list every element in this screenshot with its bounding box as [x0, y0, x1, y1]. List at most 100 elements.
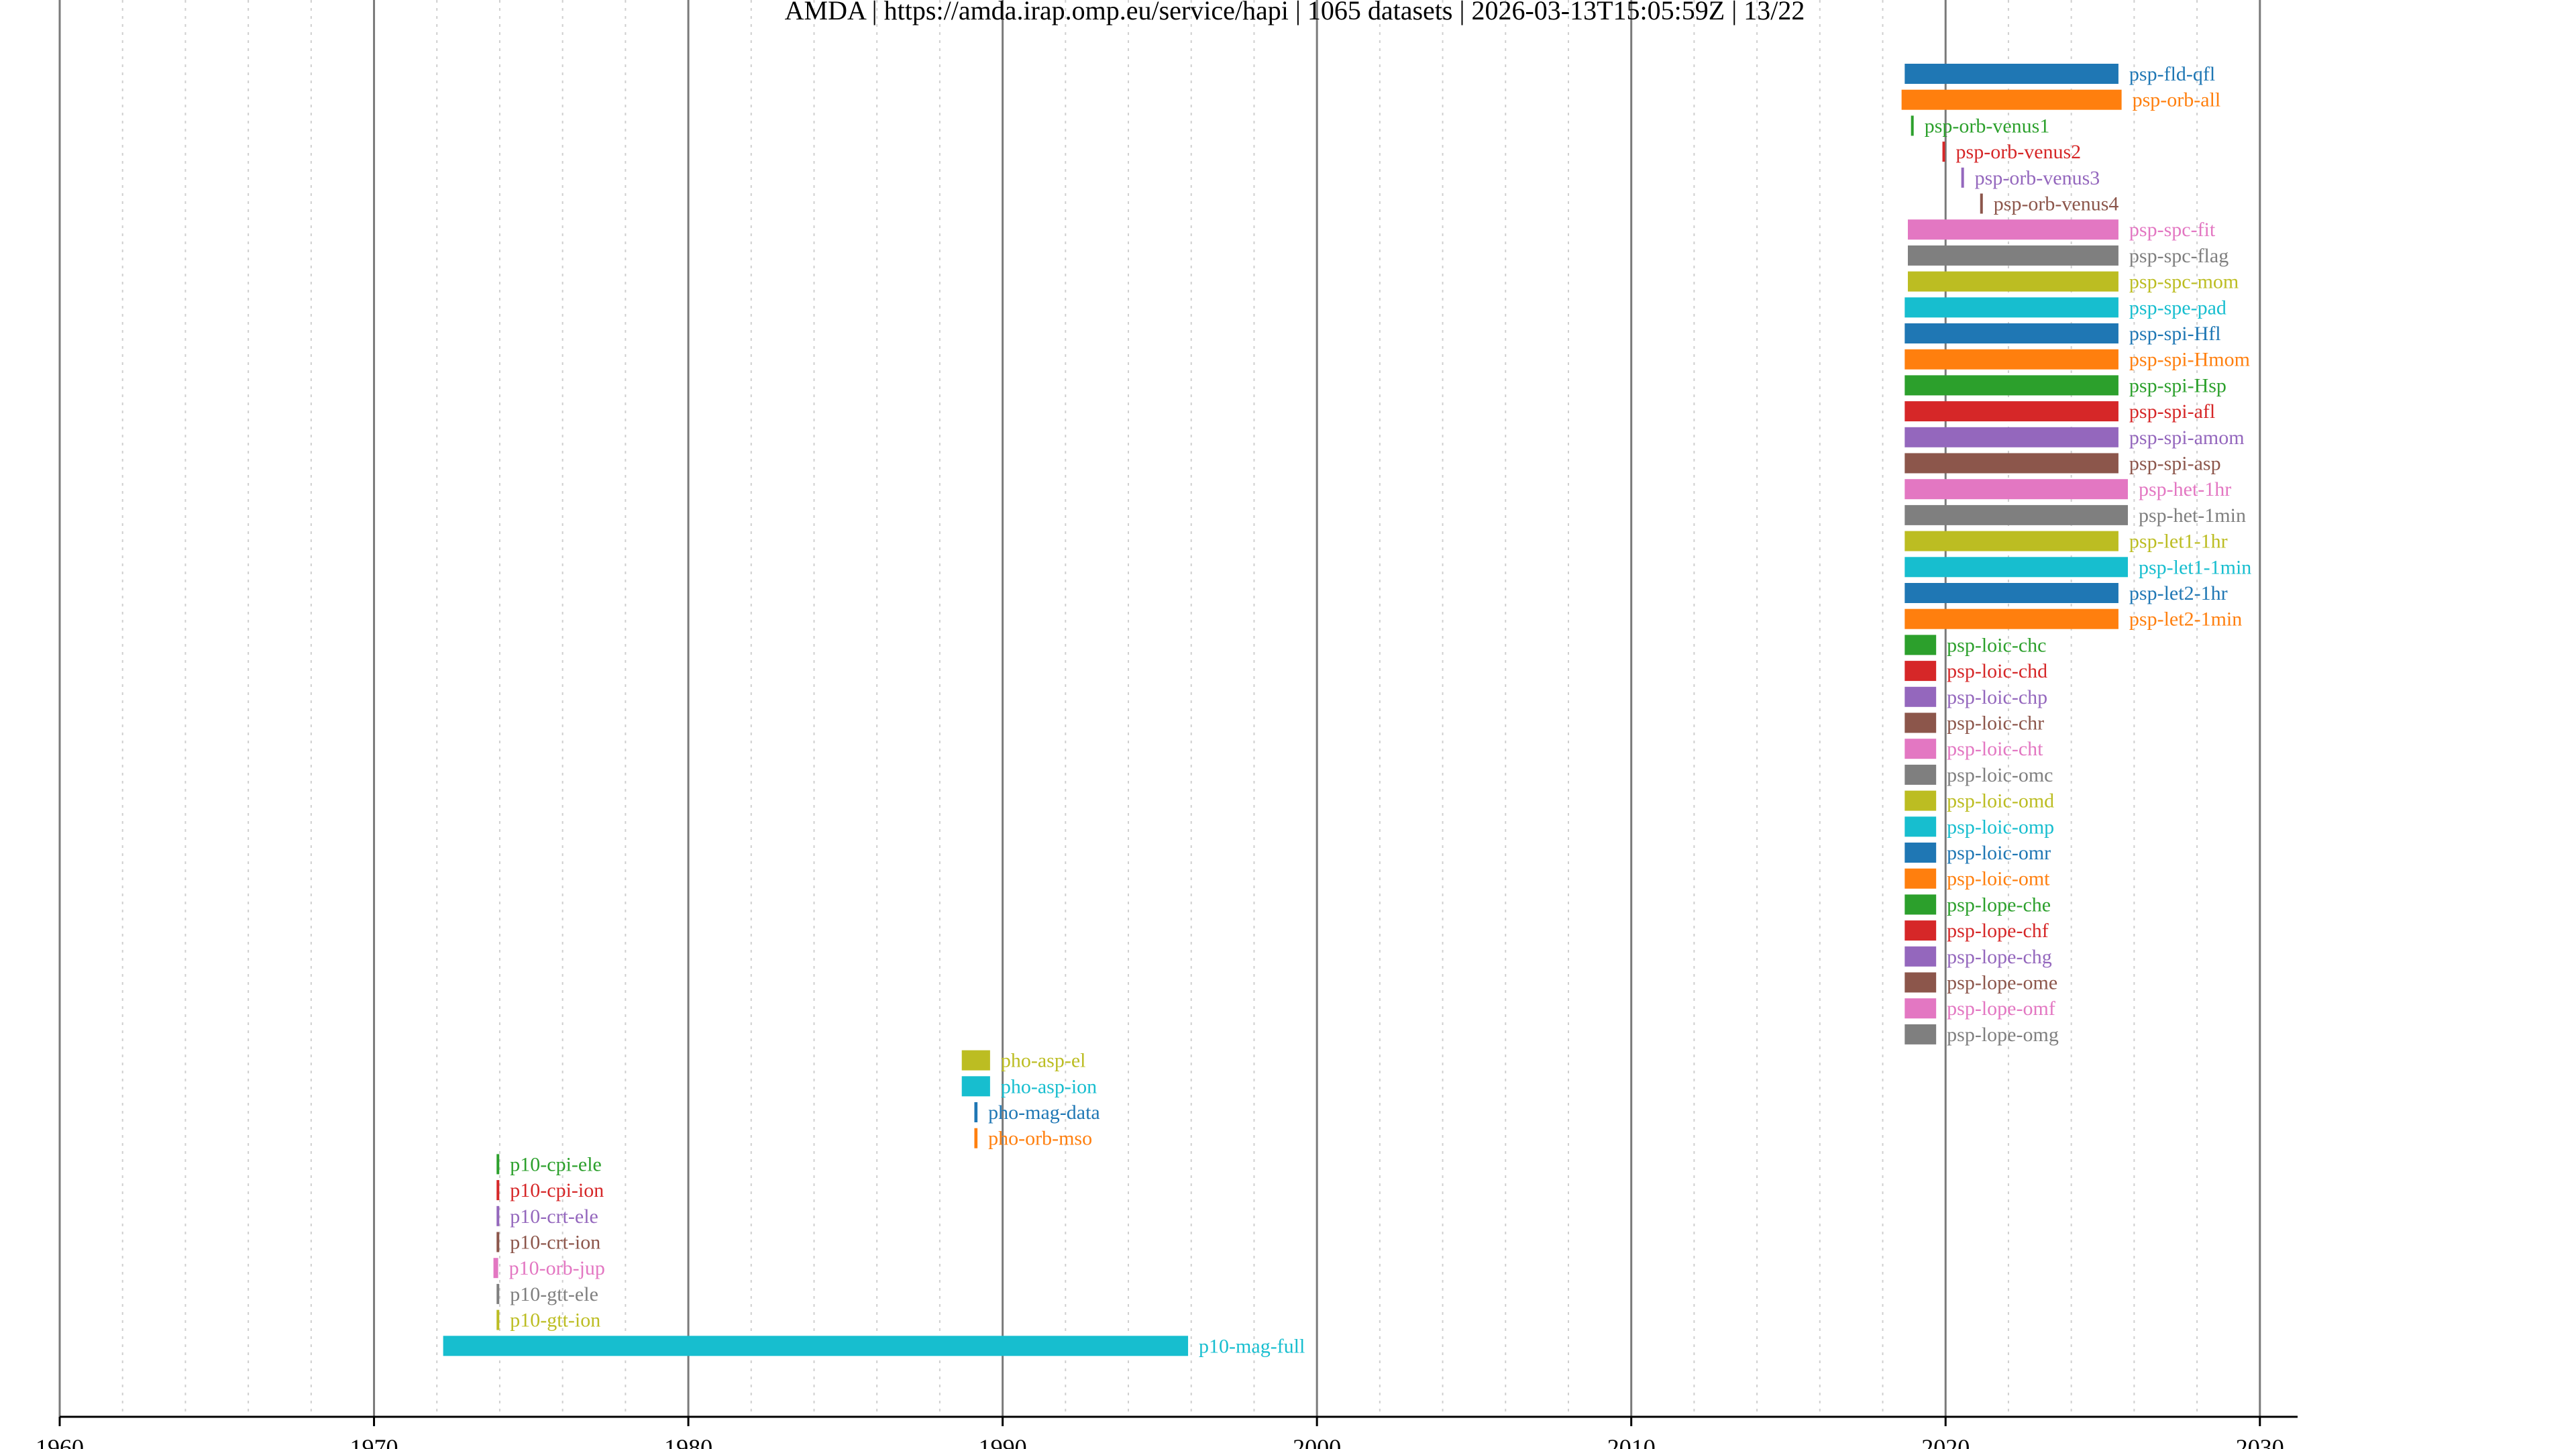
dataset-label: p10-crt-ele: [510, 1205, 598, 1228]
dataset-label: psp-lope-omf: [1947, 998, 2055, 1020]
dataset-bar: [1904, 427, 2118, 447]
dataset-bar: [1904, 583, 2118, 603]
dataset-label: psp-spc-flag: [2129, 245, 2229, 267]
dataset-bar: [1904, 686, 1937, 707]
dataset-bar: [1904, 920, 1937, 941]
dataset-bar: [1904, 843, 1937, 863]
dataset-label: psp-loic-cht: [1947, 738, 2043, 760]
dataset-bar: [1904, 972, 1937, 993]
dataset-label: psp-lope-ome: [1947, 972, 2057, 994]
dataset-bar: [1904, 712, 1937, 733]
grid: [58, 0, 2261, 1417]
dataset-label: psp-let2-1min: [2129, 608, 2242, 631]
dataset-bar: [1904, 608, 2118, 629]
dataset-label: psp-lope-chf: [1947, 920, 2049, 942]
dataset-label: psp-let2-1hr: [2129, 582, 2228, 604]
dataset-label: p10-mag-full: [1199, 1335, 1305, 1357]
dataset-label: psp-spi-amom: [2129, 427, 2245, 449]
x-tick-label: 2000: [1293, 1434, 1341, 1449]
dataset-bar: [493, 1258, 498, 1279]
dataset-bar: [1908, 271, 2118, 292]
dataset-label: p10-crt-ion: [510, 1232, 600, 1254]
x-tick-label: 2030: [2236, 1434, 2284, 1449]
dataset-label: psp-loic-omd: [1947, 790, 2054, 812]
x-tick-label: 1990: [979, 1434, 1027, 1449]
dataset-label: psp-het-1hr: [2139, 478, 2231, 500]
dataset-bar: [1904, 375, 2118, 396]
dataset-bar: [1942, 142, 1945, 162]
dataset-label: psp-let1-1hr: [2129, 531, 2228, 553]
dataset-bar: [496, 1154, 500, 1175]
chart-title: AMDA | https://amda.irap.omp.eu/service/…: [785, 0, 1805, 25]
dataset-bar: [961, 1050, 990, 1071]
dataset-bar: [974, 1128, 978, 1148]
dataset-bar: [1904, 453, 2118, 474]
dataset-label: psp-orb-venus1: [1925, 115, 2050, 137]
dataset-bar: [1904, 998, 1937, 1019]
dataset-bar: [1904, 349, 2118, 370]
dataset-label: psp-spi-afl: [2129, 400, 2215, 423]
dataset-label: psp-spi-Hfl: [2129, 323, 2221, 345]
dataset-label: psp-spi-Hmom: [2129, 349, 2250, 371]
dataset-bar: [496, 1283, 500, 1304]
dataset-label: pho-asp-el: [1001, 1050, 1086, 1072]
dataset-bar: [1980, 193, 1983, 214]
dataset-bar: [1904, 297, 2118, 318]
dataset-label: psp-spc-fit: [2129, 219, 2216, 241]
dataset-label: psp-loic-omc: [1947, 764, 2053, 786]
dataset-bar: [1904, 479, 2128, 500]
dataset-label: psp-spi-asp: [2129, 453, 2221, 475]
dataset-bar: [1908, 219, 2118, 240]
dataset-bar: [1904, 531, 2118, 551]
dataset-bar: [1904, 323, 2118, 343]
dataset-label: psp-loic-chc: [1947, 634, 2046, 656]
dataset-bar: [1904, 946, 1937, 967]
dataset-bar: [1904, 868, 1937, 889]
dataset-bar: [496, 1309, 500, 1330]
dataset-bar: [1904, 816, 1937, 837]
dataset-label: psp-spe-pad: [2129, 297, 2226, 319]
dataset-bar: [496, 1232, 500, 1252]
dataset-label: psp-lope-che: [1947, 894, 2051, 916]
dataset-bar: [1904, 894, 1937, 915]
dataset-label: p10-cpi-ion: [510, 1179, 604, 1201]
dataset-label: psp-orb-venus2: [1956, 141, 2082, 163]
dataset-label: psp-het-1min: [2139, 504, 2246, 527]
dataset-label: pho-mag-data: [988, 1102, 1100, 1124]
dataset-bar: [496, 1205, 500, 1226]
dataset-bar: [1908, 245, 2118, 266]
dataset-bar: [443, 1336, 1189, 1356]
dataset-label: psp-loic-omr: [1947, 842, 2051, 864]
dataset-label: psp-loic-chr: [1947, 712, 2044, 735]
dataset-bar: [1901, 89, 2122, 110]
x-tick-label: 2010: [1607, 1434, 1656, 1449]
dataset-label: psp-lope-chg: [1947, 946, 2052, 968]
dataset-bar: [1904, 739, 1937, 759]
dataset-bar: [496, 1180, 500, 1201]
x-tick-label: 1960: [36, 1434, 84, 1449]
dataset-bar: [1904, 1024, 1937, 1044]
dataset-label: p10-gtt-ele: [510, 1283, 598, 1305]
dataset-label: psp-orb-venus4: [1994, 193, 2119, 215]
dataset-label: psp-loic-chp: [1947, 686, 2047, 708]
dataset-bar: [1904, 661, 1937, 682]
dataset-label: psp-loic-omt: [1947, 868, 2050, 890]
dataset-bar: [1904, 557, 2128, 578]
dataset-bar: [1904, 401, 2118, 422]
dataset-label: p10-cpi-ele: [510, 1153, 602, 1175]
dataset-bar: [1961, 167, 1964, 188]
dataset-label: pho-asp-ion: [1001, 1075, 1097, 1097]
dataset-label: psp-loic-omp: [1947, 816, 2054, 838]
dataset-bar: [974, 1102, 978, 1122]
dataset-label: psp-loic-chd: [1947, 660, 2047, 682]
x-tick-label: 1980: [664, 1434, 712, 1449]
dataset-label: psp-orb-venus3: [1975, 167, 2100, 189]
dataset-bar: [1904, 64, 2118, 84]
dataset-bar: [1904, 504, 2128, 525]
dataset-label: p10-orb-jup: [509, 1257, 605, 1279]
dataset-label: pho-orb-mso: [988, 1128, 1092, 1150]
dataset-label: psp-orb-all: [2133, 89, 2221, 111]
dataset-label: psp-spc-mom: [2129, 271, 2239, 293]
x-tick-label: 2020: [1921, 1434, 1970, 1449]
